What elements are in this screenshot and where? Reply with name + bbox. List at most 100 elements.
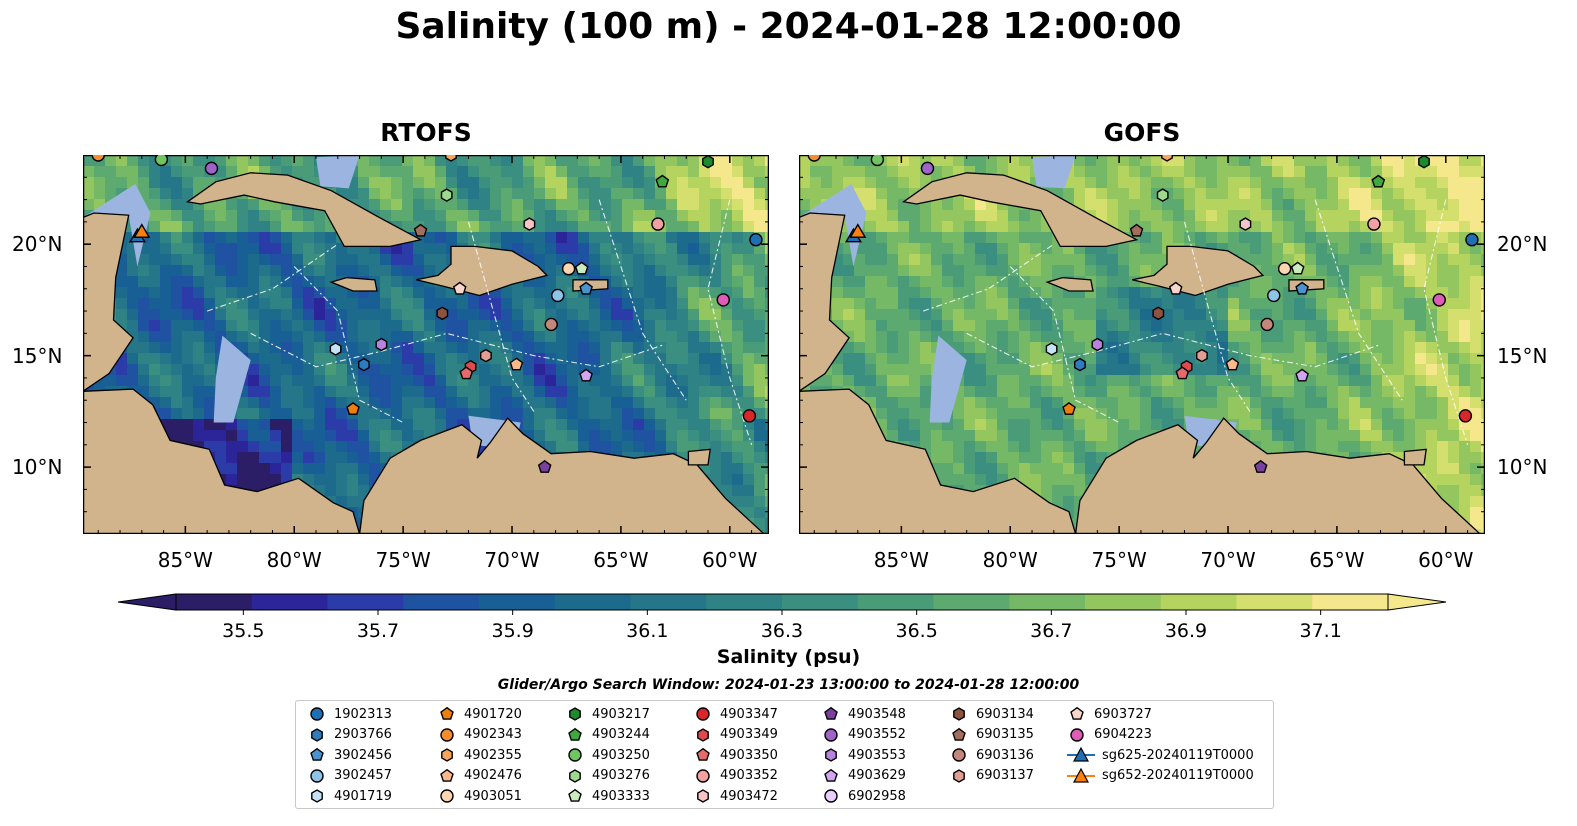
legend-marker [1070,727,1084,742]
legend-marker-icon [696,707,710,721]
marker-4903350 [459,366,474,380]
legend-marker-icon [440,727,454,742]
gofs-lat-tick-label: 15°N [1497,343,1548,368]
legend-marker-icon [696,748,710,761]
legend-label: 2903766 [334,727,392,743]
marker-4903276 [1156,188,1169,202]
legend-item-4903552: 4903552 [820,725,906,745]
marker-4902476 [509,357,524,371]
legend-marker-icon [824,789,838,804]
legend-label: 6903134 [976,706,1034,722]
marker-4903333 [1290,261,1305,275]
legend-item-6903135: 6903135 [948,725,1034,745]
legend-item-3902456: 3902456 [306,745,392,765]
legend-marker [311,727,323,742]
colorbar-tick-label: 35.5 [222,620,265,642]
legend-item-4903051: 4903051 [436,786,522,806]
marker-6904223 [716,293,730,307]
legend-item-6904223: 6904223 [1066,725,1152,745]
colorbar-segment [327,594,404,610]
landmasses [83,155,769,534]
legend-item-4902476: 4902476 [436,766,522,786]
legend-label: 4902343 [464,727,522,743]
marker-6904223 [1432,293,1446,307]
panel-title-rtofs: RTOFS [380,118,472,147]
colorbar-segment [554,594,632,610]
legend-marker [440,768,454,782]
marker-4903472 [523,217,536,231]
legend-label: sg652-20240119T0000 [1102,768,1254,784]
marker-1902313 [1465,233,1479,247]
legend-marker [824,789,838,804]
rtofs-lat-tick-label: 10°N [12,455,63,480]
legend-label: 4903333 [592,788,650,804]
marker-4903217 [1418,155,1430,169]
legend-label: 4903629 [848,768,906,784]
legend-item-3902457: 3902457 [306,766,392,786]
legend-marker [697,727,709,742]
marker-6903134 [436,306,449,321]
rtofs-lon-tick-label: 70°W [484,548,540,572]
marker-6903137 [480,348,492,363]
legend-marker-icon [310,769,324,783]
marker-6903136 [544,317,558,332]
gofs-lat-tick-label: 10°N [1497,455,1548,480]
marker-sg652-20240119T0000 [849,223,867,238]
colorbar-segment [176,594,253,610]
legend-item-4903333: 4903333 [564,786,650,806]
colorbar-segment [1085,594,1162,610]
legend-item-4903276: 4903276 [564,766,650,786]
search-window-text: Glider/Argo Search Window: 2024-01-23 13… [497,677,1080,693]
legend-marker [310,748,324,761]
legend-label: 6903727 [1094,706,1152,722]
legend-marker-icon [310,748,324,761]
legend-label: 1902313 [334,706,392,722]
marker-4903553 [375,337,388,352]
marker-4902343 [91,155,105,162]
marker-4903333 [574,261,589,275]
legend-marker [953,707,965,721]
colorbar-tick-label: 36.7 [1030,620,1073,642]
legend-item-4903244: 4903244 [564,725,650,745]
colorbar-segment [1009,594,1086,610]
legend-marker [953,768,965,783]
marker-1902313 [749,233,763,247]
marker-4903552 [204,161,219,176]
map-ticks [799,155,1485,534]
legend-marker-icon [311,789,323,804]
legend-label: 4903352 [720,768,778,784]
marker-4902355 [1161,155,1173,162]
legend-item-4902355: 4902355 [436,745,522,765]
marker-4903350 [1175,366,1190,380]
legend-item-6902958: 6902958 [820,786,906,806]
legend-label: 4902476 [464,768,522,784]
gofs-lon-tick-label: 80°W [982,548,1038,572]
colorbar-tick-label: 36.5 [895,620,938,642]
legend-marker [569,707,581,721]
marker-6903136 [1260,317,1274,332]
marker-4903629 [1295,368,1309,382]
legend-marker-icon [440,768,454,782]
marker-6903135 [413,223,428,237]
legend-marker-icon [1067,746,1095,762]
legend-label: 3902457 [334,768,392,784]
legend-marker [568,748,582,762]
legend-marker-icon [824,706,838,720]
colorbar-segment [251,594,329,610]
legend-label: 4903347 [720,706,778,722]
colorbar-segment [403,594,480,610]
colorbar-segment [782,594,859,610]
legend-marker [696,748,710,761]
colorbar [117,593,1447,615]
marker-3902456 [579,281,593,295]
legend-item-6903136: 6903136 [948,745,1034,765]
legend-marker-icon [311,727,323,742]
legend-item-4903548: 4903548 [820,704,906,724]
legend-marker [825,748,837,762]
marker-6903135 [1129,223,1144,237]
marker-4903250 [154,155,169,167]
legend-label: 4901719 [334,788,392,804]
marker-4903051 [1277,261,1292,276]
legend-item-4903350: 4903350 [692,745,778,765]
colorbar-tick-label: 37.1 [1299,620,1342,642]
